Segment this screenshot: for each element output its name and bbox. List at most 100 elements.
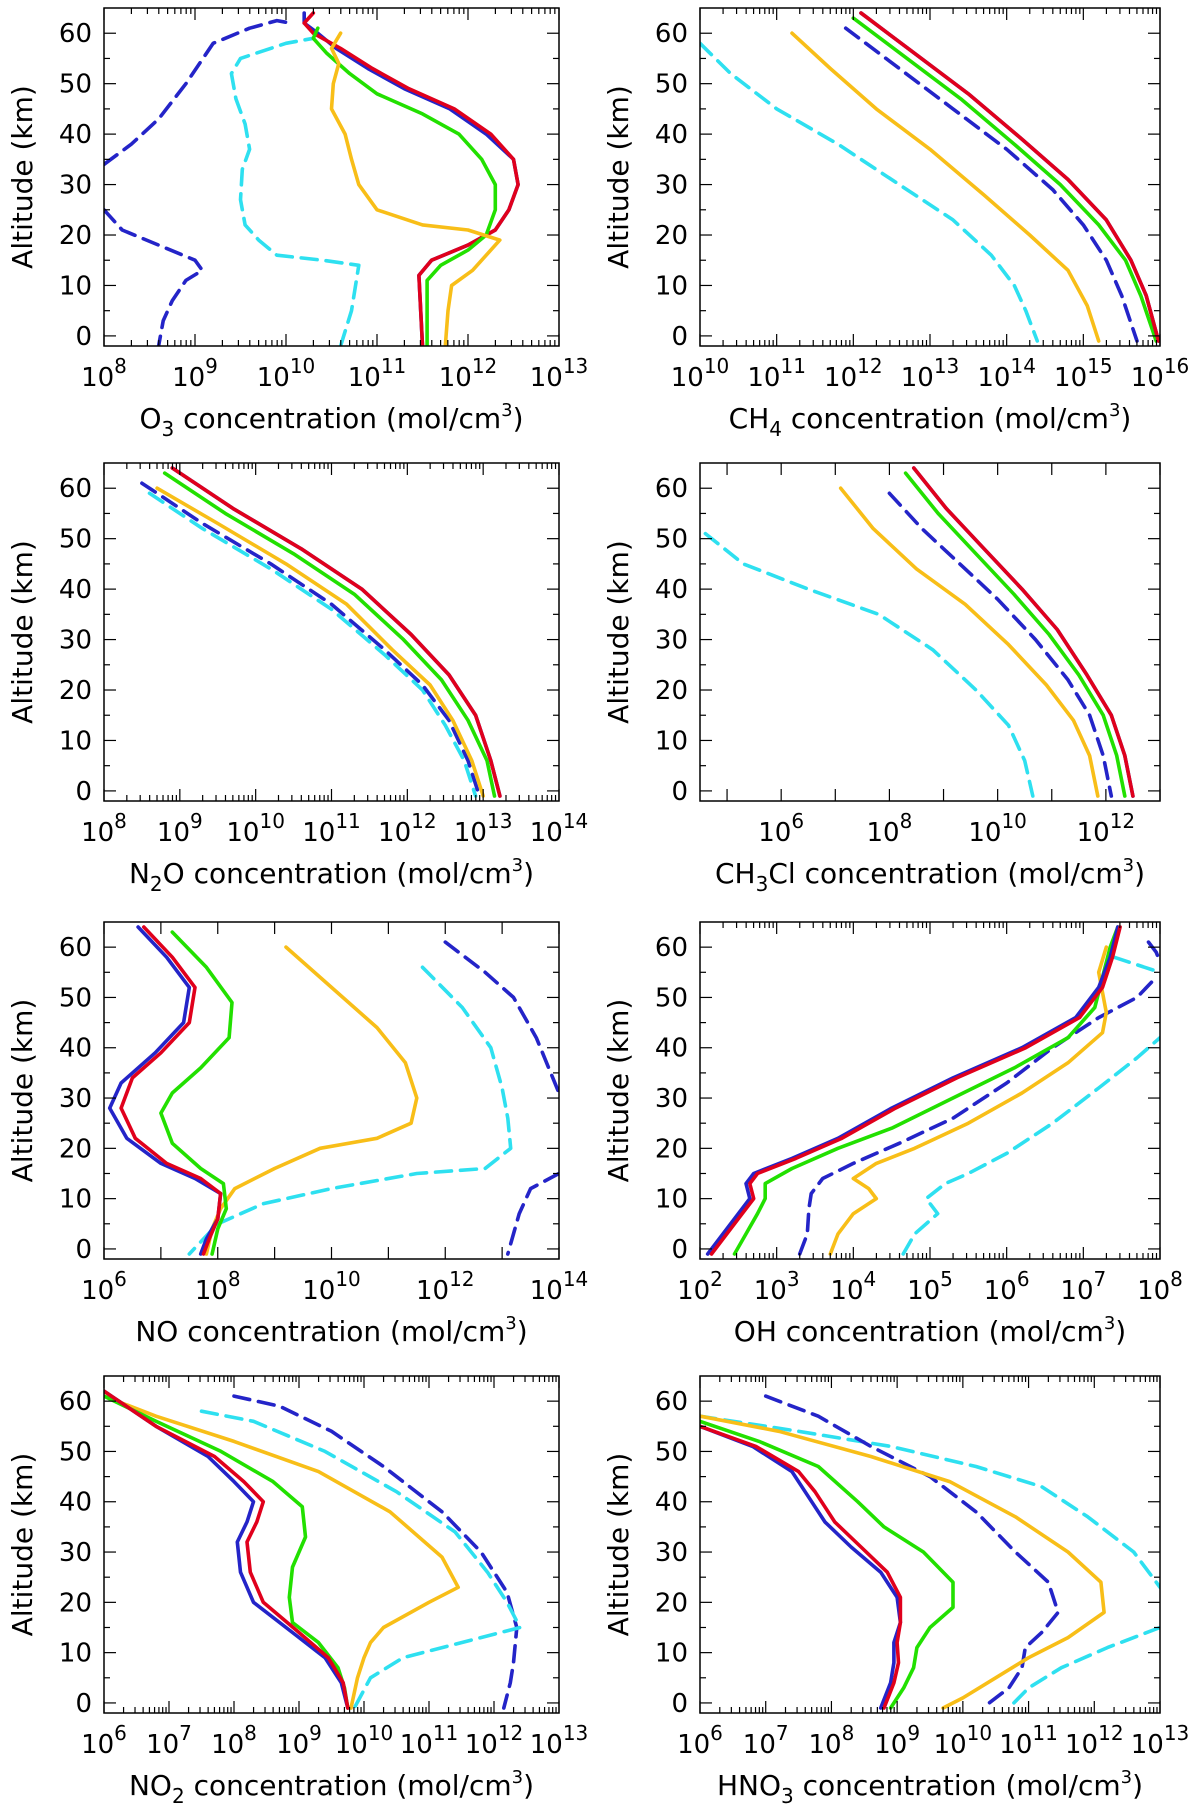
x-tick-label: 108 <box>211 1721 257 1760</box>
x-label-rest: concentration (mol/cm <box>794 1769 1121 1802</box>
x-label-sup: 3 <box>505 1313 516 1334</box>
series-orange <box>700 1414 1106 1710</box>
x-label-rest: concentration (mol/cm <box>782 402 1109 435</box>
x-tick-exponent: 15 <box>1087 354 1112 378</box>
plot-frame <box>103 1375 560 1714</box>
x-label-sub: 2 <box>150 872 163 896</box>
x-tick-label: 105 <box>907 1267 953 1306</box>
x-label-sub: 3 <box>161 417 174 441</box>
x-tick-exponent: 7 <box>776 1721 789 1745</box>
series-blue-dashed-lower <box>506 1171 559 1256</box>
x-tick-exponent: 10 <box>704 354 729 378</box>
series-orange <box>329 31 502 346</box>
y-tick-label: 50 <box>655 70 688 100</box>
x-tick-label: 109 <box>172 354 218 393</box>
series-cyan-dashed <box>901 1035 1160 1256</box>
x-label-sub: 3 <box>781 1784 794 1808</box>
x-tick-label: 1011 <box>747 354 806 393</box>
y-tick-label: 0 <box>671 1689 688 1719</box>
x-tick-label: 1014 <box>530 1267 589 1306</box>
plot-frame <box>103 921 560 1260</box>
y-tick-label: 40 <box>59 120 92 150</box>
y-tick-label: 40 <box>59 575 92 605</box>
x-tick-label: 1010 <box>968 809 1027 848</box>
x-tick-label: 1010 <box>934 1721 993 1760</box>
y-tick-label: 40 <box>59 1488 92 1518</box>
y-tick-label: 20 <box>655 1134 688 1164</box>
x-tick-exponent: 6 <box>1017 1267 1030 1291</box>
x-tick-exponent: 7 <box>1094 1267 1107 1291</box>
series-cyan-dashed <box>187 965 513 1256</box>
y-tick-label: 60 <box>655 19 688 49</box>
series-red <box>709 925 1122 1256</box>
x-tick-exponent: 11 <box>433 1721 458 1745</box>
x-tick-exponent: 12 <box>411 809 436 833</box>
y-tick-label: 0 <box>75 1235 92 1265</box>
y-tick-label: 50 <box>59 70 92 100</box>
x-label-close: ) <box>513 402 524 435</box>
x-axis-label: HNO3 concentration (mol/cm3) <box>717 1767 1143 1808</box>
panel-no: 106 108 1010 1012 10140102030405060Altitude … <box>6 921 589 1348</box>
y-tick-label: 30 <box>655 626 688 656</box>
y-tick-label: 10 <box>59 271 92 301</box>
x-label-main: CH <box>729 402 770 435</box>
x-tick-label: 1012 <box>824 354 883 393</box>
y-tick-label: 50 <box>655 983 688 1013</box>
series-green <box>700 1419 955 1710</box>
x-tick-exponent: 16 <box>1164 354 1189 378</box>
y-axis-label: Altitude (km) <box>6 1453 39 1637</box>
x-tick-exponent: 6 <box>114 1267 127 1291</box>
y-tick-label: 10 <box>655 1185 688 1215</box>
series-cyan-dashed <box>703 531 1035 798</box>
x-tick-label: 106 <box>677 1721 723 1760</box>
x-axis-label: NO concentration (mol/cm3) <box>135 1313 527 1348</box>
plot-frame <box>103 462 560 802</box>
series-group <box>700 11 1160 343</box>
x-tick-label: 106 <box>984 1267 1030 1306</box>
x-tick-exponent: 12 <box>1098 1721 1123 1745</box>
x-tick-label: 102 <box>677 1267 723 1306</box>
y-tick-label: 10 <box>59 1639 92 1669</box>
x-axis-label: CH4 concentration (mol/cm3) <box>729 400 1132 441</box>
y-tick-label: 0 <box>671 777 688 807</box>
x-tick-label: 1013 <box>1131 1721 1190 1760</box>
x-tick-exponent: 9 <box>309 1721 322 1745</box>
y-tick-label: 30 <box>59 626 92 656</box>
y-tick-label: 50 <box>655 525 688 555</box>
y-axis-label: Altitude (km) <box>602 1453 635 1637</box>
series-cyan-dashed-lower <box>1007 1625 1160 1710</box>
y-tick-label: 20 <box>59 676 92 706</box>
x-tick-exponent: 11 <box>381 354 406 378</box>
series-group <box>104 11 520 346</box>
series-red <box>700 1424 903 1710</box>
y-tick-label: 20 <box>59 1588 92 1618</box>
series-group <box>700 1394 1160 1710</box>
x-axis-label: OH concentration (mol/cm3) <box>734 1313 1126 1348</box>
y-tick-label: 50 <box>59 1437 92 1467</box>
series-group <box>104 1389 522 1710</box>
x-tick-exponent: 9 <box>205 354 218 378</box>
panel-ch4: 1010 1011 1012 1013 1014 1015 1016010203040506… <box>602 7 1189 441</box>
series-blue <box>170 466 502 798</box>
series-orange <box>155 486 485 798</box>
series-cyan-dashed <box>700 41 1040 343</box>
series-green <box>162 471 497 798</box>
x-tick-label: 1015 <box>1054 354 1113 393</box>
y-tick-label: 10 <box>655 726 688 756</box>
series-blue-dashed-lower <box>104 208 205 346</box>
x-tick-label: 107 <box>146 1721 192 1760</box>
x-axis-label: O3 concentration (mol/cm3) <box>139 400 523 441</box>
x-tick-label: 108 <box>81 354 127 393</box>
series-group <box>705 925 1160 1256</box>
y-tick-label: 20 <box>655 676 688 706</box>
x-tick-exponent: 4 <box>864 1267 877 1291</box>
x-tick-exponent: 14 <box>563 1267 588 1291</box>
x-tick-exponent: 8 <box>842 1721 855 1745</box>
panel-o3: 108 109 1010 1011 1012 10130102030405060Altit… <box>6 7 588 441</box>
x-tick-label: 108 <box>809 1721 855 1760</box>
series-blue-dashed <box>887 491 1114 798</box>
series-cyan-dashed <box>229 36 361 346</box>
series-blue-dashed <box>140 481 482 798</box>
x-tick-label: 103 <box>754 1267 800 1306</box>
x-tick-label: 1012 <box>1065 1721 1124 1760</box>
